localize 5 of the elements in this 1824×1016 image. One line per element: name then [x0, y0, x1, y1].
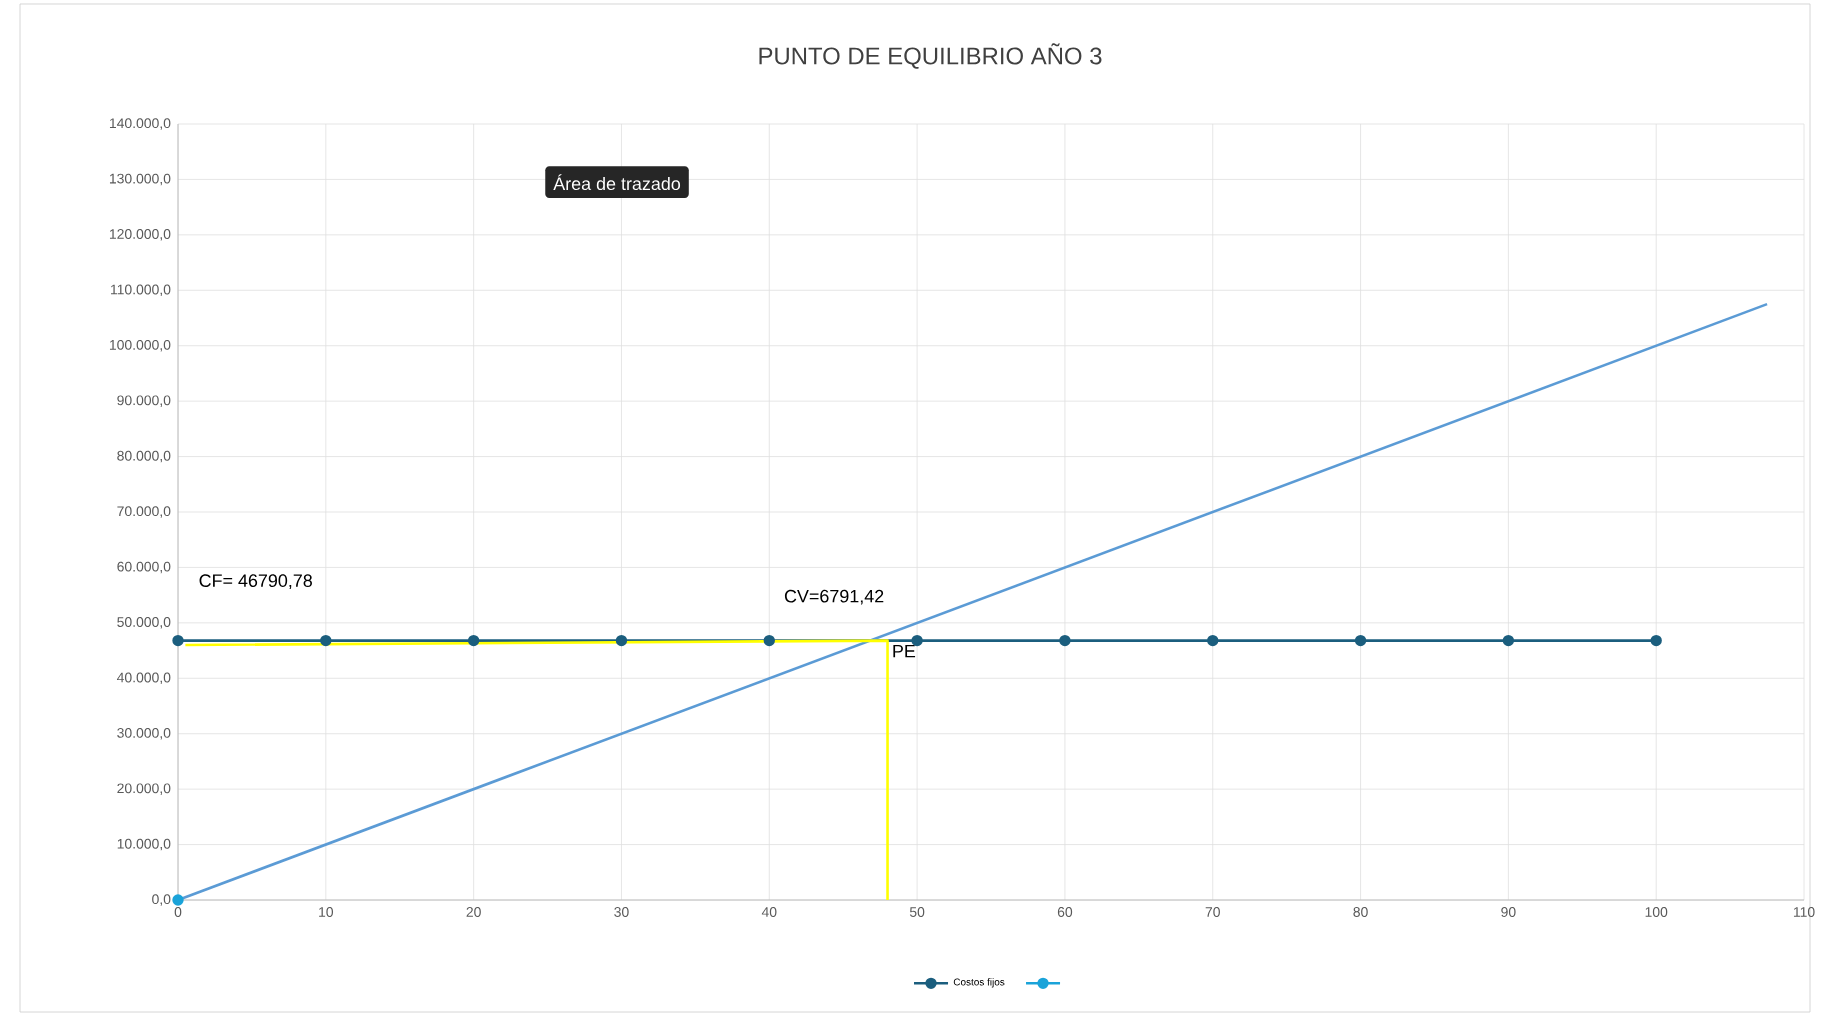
annotation: CV=6791,42	[784, 589, 884, 605]
annotation: PE	[893, 644, 916, 658]
annotation: Área de trazado	[553, 174, 681, 191]
annotation: CF= 46790,78	[199, 574, 312, 590]
chart-title: PUNTO DE EQUILIBRIO AÑO 3	[759, 43, 1102, 69]
